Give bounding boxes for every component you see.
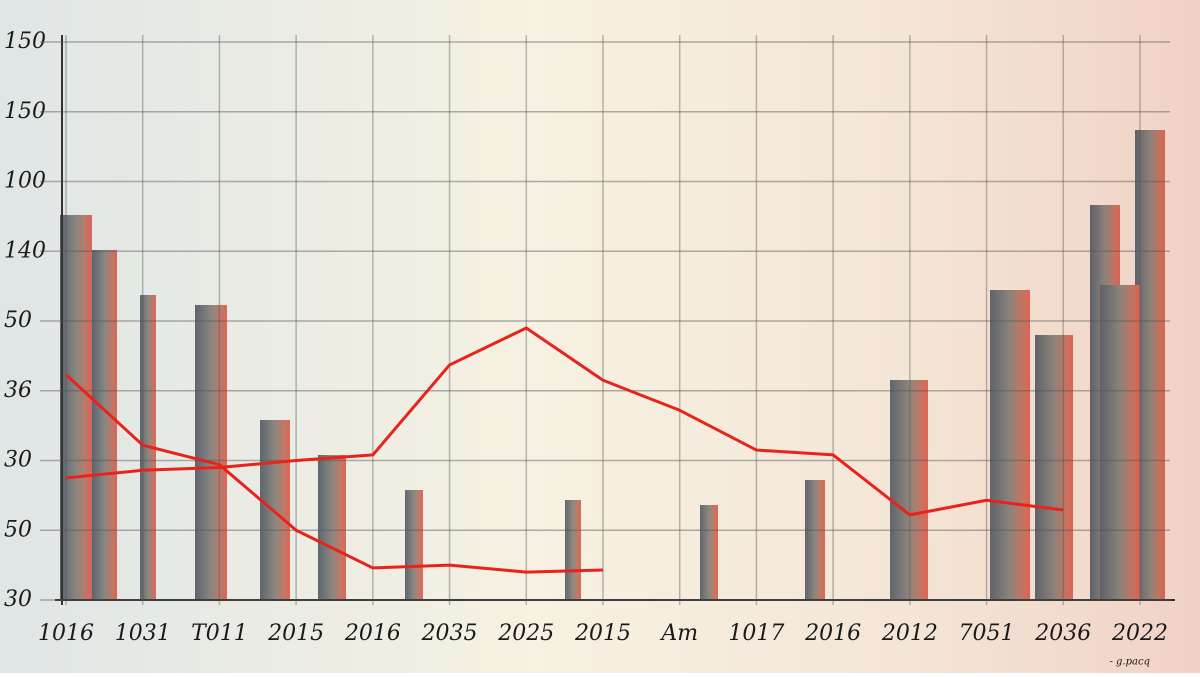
- credit: - g.pacq: [1109, 657, 1150, 668]
- y-tick-label: 140: [4, 238, 46, 263]
- x-tick-label: 2025: [497, 621, 554, 646]
- x-tick-label: 1016: [38, 621, 94, 646]
- x-tick-label: 7051: [959, 621, 1015, 646]
- x-tick-label: 2035: [421, 621, 478, 646]
- x-tick-label: 2022: [1111, 621, 1168, 646]
- y-tick-label: 50: [4, 308, 32, 333]
- y-tick-label: 30: [4, 448, 32, 473]
- y-tick-label: 100: [4, 169, 46, 194]
- x-tick-label: T011: [191, 621, 248, 646]
- line: [65, 326, 1064, 517]
- x-tick-label: 2036: [1034, 621, 1091, 646]
- x-tick-label: 2012: [881, 621, 938, 646]
- x-tick-label: 2016: [344, 621, 401, 646]
- y-tick-label: 30: [4, 587, 32, 612]
- x-tick-label: 2015: [574, 621, 631, 646]
- x-tick-label: 1031: [115, 621, 171, 646]
- x-tick-label: 2015: [267, 621, 324, 646]
- y-tick-label: 150: [4, 99, 46, 124]
- x-tick-label: 2016: [804, 621, 861, 646]
- skyline: [60, 130, 1165, 600]
- line: [64, 373, 604, 574]
- y-tick-label: 50: [4, 517, 32, 542]
- x-tick-label: 1017: [728, 621, 784, 646]
- x-tick-label: Am: [659, 621, 698, 646]
- y-tick-label: 150: [4, 29, 46, 54]
- y-tick-label: 36: [4, 378, 32, 403]
